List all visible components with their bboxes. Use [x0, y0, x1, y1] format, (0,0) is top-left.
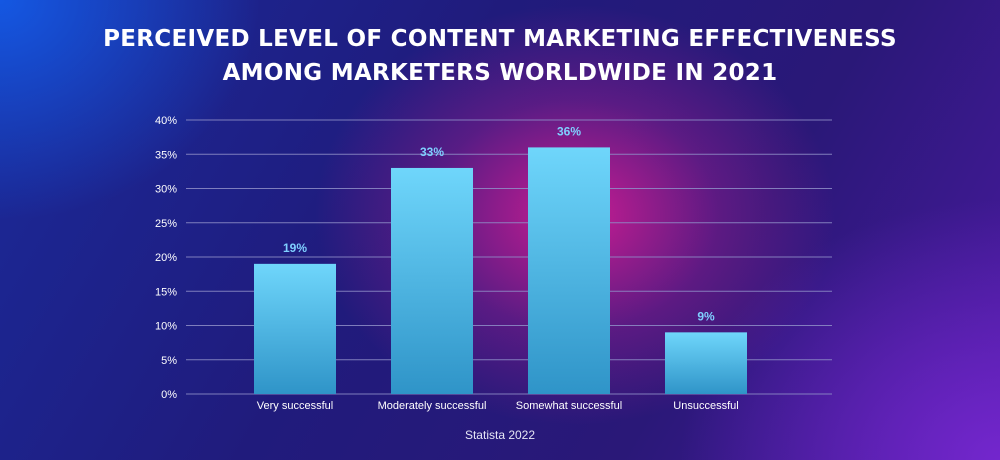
x-tick-label: Unsuccessful: [673, 400, 738, 412]
y-tick-label: 0%: [161, 389, 177, 401]
y-tick-label: 30%: [155, 184, 177, 196]
chart-title-line-2: AMONG MARKETERS WORLDWIDE IN 2021: [222, 60, 778, 86]
chart-title: PERCEIVED LEVEL OF CONTENT MARKETING EFF…: [0, 22, 1000, 90]
y-tick-label: 15%: [155, 286, 177, 298]
y-axis-tick-labels: 0% 5% 10% 15% 20% 25% 30% 35% 40%: [155, 115, 177, 401]
bar-unsuccessful: [665, 332, 747, 394]
x-tick-label: Somewhat successful: [516, 400, 622, 412]
bar-moderately-successful: [391, 167, 473, 394]
x-tick-label: Moderately successful: [378, 400, 487, 412]
y-tick-label: 20%: [155, 252, 177, 264]
grid-lines: [186, 119, 832, 395]
value-label: 9%: [697, 309, 715, 323]
x-axis-tick-labels: Very successful Moderately successful Some…: [257, 400, 739, 412]
value-label: 36%: [557, 124, 581, 138]
y-tick-label: 5%: [161, 355, 177, 367]
y-tick-label: 35%: [155, 149, 177, 161]
x-tick-label: Very successful: [257, 400, 333, 412]
y-tick-label: 40%: [155, 115, 177, 127]
bars: [254, 147, 747, 394]
value-label: 19%: [283, 241, 307, 255]
bar-very-successful: [254, 263, 336, 394]
value-label: 33%: [420, 145, 444, 159]
source-label: Statista 2022: [464, 428, 536, 442]
y-tick-label: 25%: [155, 218, 177, 230]
value-labels: 19% 33% 36% 9%: [283, 124, 715, 323]
chart-title-line-1: PERCEIVED LEVEL OF CONTENT MARKETING EFF…: [103, 26, 897, 52]
y-tick-label: 10%: [155, 321, 177, 333]
bar-somewhat-successful: [528, 147, 610, 394]
